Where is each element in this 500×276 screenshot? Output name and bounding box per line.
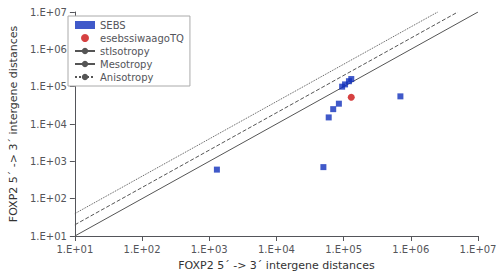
svg-text:1.E+04: 1.E+04 (258, 244, 295, 255)
svg-text:Mesotropy: Mesotropy (100, 59, 152, 70)
svg-text:esebssiwaagoTQ: esebssiwaagoTQ (100, 33, 184, 44)
svg-text:1.E+03: 1.E+03 (191, 244, 228, 255)
svg-text:FOXP2 5´ -> 3´ intergene dista: FOXP2 5´ -> 3´ intergene distances (178, 259, 375, 272)
svg-text:1.E+02: 1.E+02 (30, 193, 67, 204)
svg-text:1.E+05: 1.E+05 (325, 244, 362, 255)
svg-text:SEBS: SEBS (100, 20, 126, 31)
svg-text:1.E+07: 1.E+07 (30, 7, 67, 18)
svg-text:Anisotropy: Anisotropy (100, 72, 154, 83)
svg-text:stIsotropy: stIsotropy (100, 46, 150, 57)
svg-text:1.E+06: 1.E+06 (392, 244, 429, 255)
svg-text:1.E+06: 1.E+06 (30, 44, 67, 55)
svg-text:FOXP2 5´ -> 3´ intergene dista: FOXP2 5´ -> 3´ intergene distances (7, 26, 20, 223)
svg-text:1.E+05: 1.E+05 (30, 81, 67, 92)
svg-text:1.E+01: 1.E+01 (30, 231, 67, 242)
svg-text:1.E+03: 1.E+03 (30, 156, 67, 167)
svg-text:1.E+01: 1.E+01 (56, 244, 93, 255)
svg-text:1.E+04: 1.E+04 (30, 119, 67, 130)
svg-text:1.E+02: 1.E+02 (124, 244, 161, 255)
svg-text:1.E+07: 1.E+07 (460, 244, 497, 255)
